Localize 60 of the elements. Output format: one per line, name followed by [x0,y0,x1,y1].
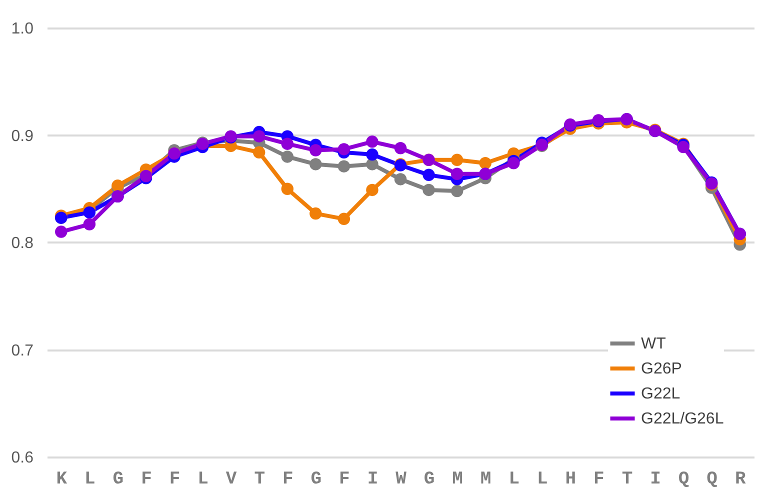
point [281,150,294,163]
y-tick-label: 0.6 [11,450,34,466]
point [83,206,96,219]
point [281,182,294,195]
x-tick-label: F [141,470,152,490]
x-tick-label: K [56,470,68,490]
x-tick-label: F [169,470,180,490]
x-tick-label: R [734,470,746,490]
x-tick-label: H [565,470,576,490]
point [450,184,464,198]
x-tick-label: F [594,470,604,490]
legend-label: G22L [641,386,680,402]
point [83,218,96,230]
legend-label: G22L/G26L [641,410,724,428]
point [252,146,266,159]
point [366,136,378,148]
point [310,158,322,170]
point [366,184,378,196]
point [252,130,266,142]
point [55,226,68,238]
x-tick-label: M [480,470,492,490]
legend-label: G26P [641,360,682,378]
point [394,173,407,186]
y-tick-label: 1.0 [11,20,34,38]
point [338,160,350,172]
x-tick-label: L [198,470,208,490]
legend-label: WT [641,336,666,352]
y-tick-label: 0.9 [11,128,34,145]
x-tick-label: W [396,470,407,490]
point [310,207,322,220]
point [310,144,322,156]
x-tick-label: T [254,470,266,490]
point [507,157,520,170]
x-tick-label: V [226,470,237,490]
x-tick-label: F [339,470,350,490]
x-tick-label: F [282,470,294,490]
x-tick-label: Q [678,470,690,490]
x-tick-label: I [367,470,378,490]
x-tick-label: L [508,470,520,490]
y-tick-label: 0.7 [11,342,34,360]
point [338,143,350,156]
x-tick-label: M [452,470,463,490]
point [366,148,378,161]
x-tick-label: L [84,470,96,490]
x-tick-label: Q [706,470,718,490]
x-tick-label: T [622,470,633,490]
point [450,168,464,180]
x-tick-label: G [112,470,124,490]
x-tick-label: G [424,470,435,490]
point [422,168,435,182]
point [281,138,294,150]
x-tick-label: I [650,470,661,490]
point [450,154,464,166]
point [338,212,350,226]
y-tick-label: 0.8 [11,235,34,252]
x-tick-label: L [536,470,548,490]
point [422,184,435,196]
x-tick-label: G [310,470,322,490]
point [394,142,407,154]
point [479,157,492,170]
